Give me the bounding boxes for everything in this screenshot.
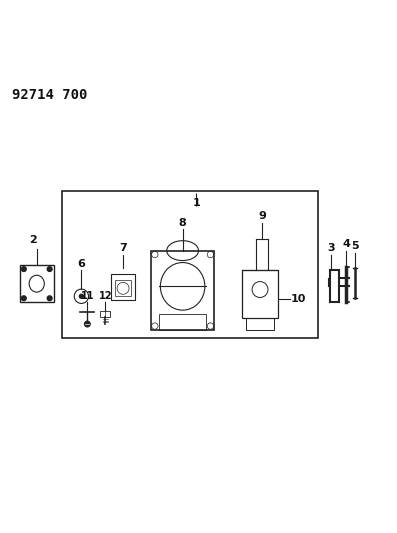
Text: 4: 4 <box>342 239 350 249</box>
Circle shape <box>21 296 26 301</box>
Circle shape <box>21 266 26 271</box>
Bar <box>100 311 110 317</box>
Bar <box>151 251 214 330</box>
Circle shape <box>47 266 52 271</box>
Text: 11: 11 <box>81 291 94 301</box>
Circle shape <box>79 294 83 298</box>
Bar <box>242 270 278 318</box>
Circle shape <box>85 321 90 327</box>
Circle shape <box>47 296 52 301</box>
Text: 3: 3 <box>328 243 335 253</box>
Bar <box>111 274 135 300</box>
Text: 8: 8 <box>179 217 187 228</box>
Bar <box>20 265 54 302</box>
Text: 9: 9 <box>258 211 266 221</box>
Text: 6: 6 <box>77 259 85 269</box>
Text: 2: 2 <box>29 235 37 245</box>
Text: 10: 10 <box>291 294 306 304</box>
Text: 1: 1 <box>193 198 200 208</box>
Text: 7: 7 <box>119 244 127 253</box>
Bar <box>246 318 274 330</box>
Bar <box>62 191 318 338</box>
Text: 12: 12 <box>98 291 112 301</box>
Bar <box>159 314 206 330</box>
Text: 5: 5 <box>351 241 359 252</box>
Bar <box>115 280 131 296</box>
Text: 92714 700: 92714 700 <box>12 88 87 102</box>
